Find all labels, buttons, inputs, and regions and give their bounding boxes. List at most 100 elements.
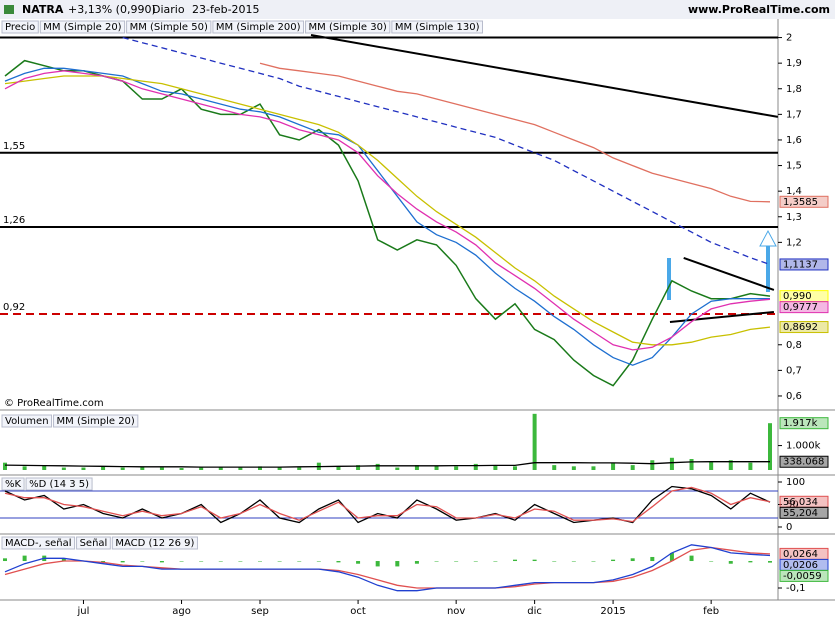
bar [650,460,655,470]
bar [513,466,517,470]
y-tick-label: 1,7 [786,109,802,120]
date: 23-feb-2015 [192,3,260,16]
bar [22,555,27,562]
legend-entry: MM (Simple 30) [309,22,387,33]
bar [414,465,419,470]
period: Diario [152,3,185,16]
ticker: NATRA [22,3,64,16]
legend-box [126,20,212,34]
bar [120,467,125,470]
series-line [4,461,770,468]
y-tick-label: -0,1 [786,583,806,594]
legend-entry: MACD (12 26 9) [115,538,194,549]
legend-box [111,536,198,550]
series-line [259,62,771,203]
x-tick-label: feb [703,606,719,617]
bar [336,466,341,470]
legend-box [305,20,391,34]
legend-box [25,477,93,491]
bar [297,561,302,562]
bar [42,465,47,470]
value-box [779,321,829,334]
legend-box [1,20,39,34]
bar [199,467,204,470]
bar [513,559,517,562]
bar [591,561,596,562]
level-label: 1,26 [3,215,25,226]
legend-box [39,20,126,34]
x-tick-label: oct [350,606,366,617]
value-box [779,455,829,468]
bar [532,413,537,470]
legend-entry: %K [5,479,22,490]
bar [159,467,164,470]
bar [434,561,439,562]
value-box-label: 56,034 [783,497,818,508]
value-box-label: 55,204 [783,508,818,519]
bar [140,561,145,562]
y-tick-label: 1,8 [786,84,802,95]
legend-box [1,477,25,491]
bar [199,561,204,562]
series-line [4,70,771,351]
y-tick-label: 1,6 [786,135,802,146]
bar [709,561,714,562]
bar [159,561,164,563]
legend-box [76,536,111,550]
bar [179,468,184,470]
bar [101,466,106,470]
bar [395,561,400,567]
bar [709,461,714,470]
bar [473,561,478,562]
level-label: 0,92 [3,302,25,313]
y-tick-label: 50 [786,499,799,510]
bar [552,465,557,470]
value-box-label: 0,8692 [783,322,818,333]
bar [140,467,145,470]
trendline [683,257,775,291]
value-box-label: 0,0206 [783,560,818,571]
legend-entry: MM (Simple 20) [43,22,121,33]
bar [611,462,616,470]
copyright: © ProRealTime.com [4,398,104,409]
bar [395,467,400,470]
trendline [310,34,779,118]
bar [61,558,66,562]
legend-entry: MM (Simple 50) [130,22,208,33]
bar [728,460,733,470]
x-tick-label: ago [172,606,191,617]
legend-entry: %D (14 3 5) [29,479,89,490]
value-box [779,569,829,582]
y-tick-label: 0 [786,522,792,533]
bar [571,466,576,470]
trendline [669,311,775,323]
bar [454,561,459,562]
legend-box [212,20,305,34]
bar [336,561,341,563]
value-box-label: 1,1137 [783,259,818,270]
y-tick-label: 1,4 [786,186,802,197]
bar [669,457,674,470]
bar [375,561,380,567]
x-tick-label: nov [447,606,465,617]
bar [120,561,125,563]
y-tick-label: 1.000k [786,441,821,452]
value-box [779,301,829,314]
x-tick-label: 2015 [600,606,625,617]
value-box [779,506,829,519]
y-tick-label: 1,5 [786,161,802,172]
bar [297,467,302,470]
y-tick-label: 0,7 [786,365,802,376]
legend-entry: Precio [5,22,35,33]
value-box-label: 338.068 [783,457,824,468]
series-line [4,544,771,592]
bar [493,561,498,562]
bar [689,555,694,562]
bar [630,558,635,562]
y-tick-label: 1,2 [786,237,802,248]
bar [81,467,86,470]
site: www.ProRealTime.com [688,3,830,16]
arrow-head [759,229,777,247]
bar [375,463,380,470]
